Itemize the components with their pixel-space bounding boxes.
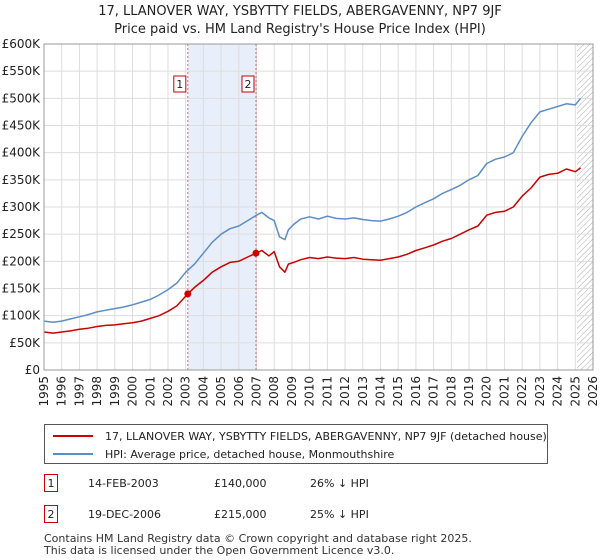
property-series-line: [43, 167, 582, 334]
x-tick-label: 1996: [55, 376, 69, 407]
y-tick-label: £250K: [2, 227, 42, 241]
legend-swatch-property: [53, 435, 93, 437]
x-tick-label: 2016: [409, 376, 423, 407]
y-tick-label: £300K: [2, 200, 42, 214]
sale-label-number: 1: [176, 78, 183, 91]
sale-number-badge: 1: [44, 474, 58, 492]
x-tick-label: 2003: [179, 376, 193, 407]
sale-point: [184, 290, 192, 298]
x-tick-label: 2010: [303, 376, 317, 407]
y-tick-label: £600K: [2, 37, 42, 51]
x-tick-label: 2001: [143, 376, 157, 407]
y-tick-label: £150K: [2, 282, 42, 296]
x-tick-label: 2014: [373, 376, 387, 407]
sale-price: £140,000: [214, 477, 267, 490]
legend-label-property: 17, LLANOVER WAY, YSBYTTY FIELDS, ABERGA…: [105, 429, 547, 443]
x-tick-label: 2006: [232, 376, 246, 407]
x-tick-label: 1995: [37, 376, 51, 407]
sale-label-number: 2: [244, 78, 251, 91]
x-tick-label: 2011: [320, 376, 334, 407]
y-tick-label: £50K: [9, 336, 41, 350]
legend-label-hpi: HPI: Average price, detached house, Monm…: [105, 447, 395, 461]
x-tick-label: 2013: [356, 376, 370, 407]
x-tick-label: 2019: [462, 376, 476, 407]
sale-date: 14-FEB-2003: [88, 477, 159, 490]
legend: 17, LLANOVER WAY, YSBYTTY FIELDS, ABERGA…: [44, 424, 548, 464]
hpi-series-line: [43, 97, 582, 323]
sale-price: £215,000: [214, 508, 267, 521]
x-tick-label: 2026: [586, 376, 600, 407]
y-tick-label: £0: [25, 363, 40, 377]
sale-point: [252, 249, 260, 257]
footer-licence: This data is licensed under the Open Gov…: [44, 544, 395, 557]
x-tick-label: 2022: [515, 376, 529, 407]
sale-label-box: [241, 75, 255, 93]
x-tick-label: 2018: [444, 376, 458, 407]
x-tick-label: 1997: [72, 376, 86, 407]
footer-copyright: Contains HM Land Registry data © Crown c…: [44, 532, 472, 545]
sale-label-box: [173, 75, 187, 93]
sale-number-badge: 2: [44, 505, 58, 523]
x-tick-label: 2005: [214, 376, 228, 407]
legend-item-property: 17, LLANOVER WAY, YSBYTTY FIELDS, ABERGA…: [53, 427, 547, 445]
x-tick-label: 2023: [533, 376, 547, 407]
plot-frame: [43, 43, 594, 371]
y-tick-label: £200K: [2, 254, 42, 268]
x-tick-label: 2009: [285, 376, 299, 407]
y-tick-label: £100K: [2, 309, 42, 323]
sale-hpi-delta: 25% ↓ HPI: [310, 508, 369, 521]
x-tick-label: 1998: [90, 376, 104, 407]
x-tick-label: 2000: [126, 376, 140, 407]
legend-swatch-hpi: [53, 453, 93, 455]
sale-date: 19-DEC-2006: [88, 508, 162, 521]
x-tick-label: 1999: [108, 376, 122, 407]
x-tick-label: 2012: [338, 376, 352, 407]
x-tick-label: 2024: [551, 376, 565, 407]
x-tick-label: 2021: [497, 376, 511, 407]
chart-title: 17, LLANOVER WAY, YSBYTTY FIELDS, ABERGA…: [98, 4, 502, 19]
sale-hpi-delta: 26% ↓ HPI: [310, 477, 369, 490]
x-tick-label: 2007: [250, 376, 264, 407]
y-tick-label: £550K: [2, 64, 42, 78]
x-tick-label: 2002: [161, 376, 175, 407]
x-tick-label: 2025: [568, 376, 582, 407]
x-tick-label: 2017: [427, 376, 441, 407]
y-tick-label: £350K: [2, 173, 42, 187]
chart-subtitle: Price paid vs. HM Land Registry's House …: [114, 22, 486, 37]
x-tick-label: 2015: [391, 376, 405, 407]
y-tick-label: £400K: [2, 146, 42, 160]
y-tick-label: £500K: [2, 91, 42, 105]
legend-item-hpi: HPI: Average price, detached house, Monm…: [53, 445, 394, 463]
y-tick-label: £450K: [2, 119, 42, 133]
price-chart: £0 £50K £100K £150K £200K £250K £300K £350K £400…: [2, 37, 600, 407]
x-tick-label: 2004: [196, 376, 210, 407]
x-tick-label: 2008: [267, 376, 281, 407]
x-tick-label: 2020: [480, 376, 494, 407]
